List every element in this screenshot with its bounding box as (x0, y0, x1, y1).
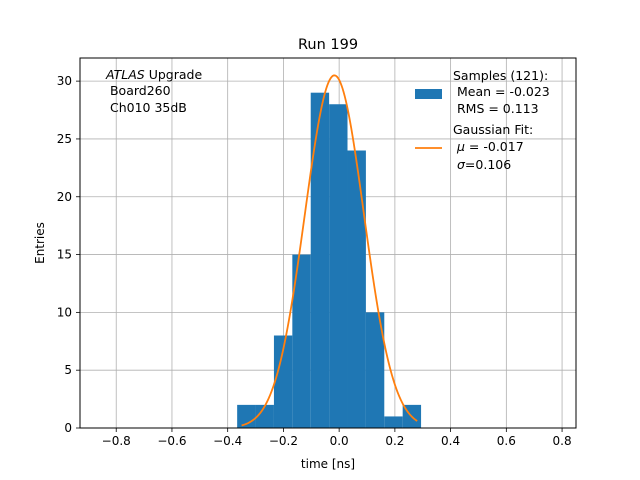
histogram-bar (384, 416, 403, 428)
plot-frame (79, 57, 577, 429)
annotation-board: Board260 (106, 83, 171, 98)
legend-samples-title: Samples (121): (453, 68, 548, 83)
legend: Samples (121): Mean = -0.023 RMS = 0.113… (415, 68, 550, 172)
atlas-annotation: ATLAS Upgrade Board260 Ch010 35dB (105, 67, 202, 115)
fit-curve-layer (241, 74, 418, 427)
histogram-bar (310, 92, 330, 428)
y-tick-label: 10 (57, 305, 72, 319)
x-axis: −0.8 −0.6 −0.4 −0.2 0.0 0.2 0.4 0.6 0.8 (102, 428, 572, 448)
y-tick-label: 20 (57, 190, 72, 204)
annotation-atlas: ATLAS (105, 67, 145, 82)
x-tick-label: −0.4 (213, 434, 242, 448)
x-tick-label: 0.4 (441, 434, 460, 448)
annotation-line-1: ATLAS Upgrade (105, 67, 202, 82)
x-tick-label: 0.6 (497, 434, 516, 448)
histogram-bar (329, 104, 348, 428)
y-axis-label: Entries (33, 222, 47, 264)
legend-fit-title: Gaussian Fit: (453, 122, 533, 137)
chart-title: Run 199 (298, 37, 358, 53)
histogram-bar (365, 312, 385, 428)
histogram-bar (255, 404, 274, 428)
legend-sigma-value: =0.106 (465, 157, 511, 172)
y-tick-label: 0 (64, 421, 72, 435)
annotation-channel: Ch010 35dB (106, 100, 187, 115)
legend-samples-mean: Mean = -0.023 (453, 84, 550, 99)
histogram-bars (237, 92, 422, 428)
gaussian-fit-curve (241, 74, 418, 427)
legend-sigma-symbol: σ (457, 157, 466, 172)
histogram-bar (273, 335, 293, 428)
x-tick-label: −0.8 (102, 434, 131, 448)
legend-samples-swatch (415, 89, 442, 99)
x-tick-label: 0.0 (330, 434, 349, 448)
legend-fit-mu: μ = -0.017 (453, 139, 524, 154)
x-tick-label: −0.6 (157, 434, 186, 448)
x-tick-label: 0.2 (385, 434, 404, 448)
y-axis: 0 5 10 15 20 25 30 (57, 74, 80, 435)
legend-fit-sigma: σ=0.106 (453, 157, 511, 172)
legend-samples-rms: RMS = 0.113 (453, 101, 539, 116)
histogram-bar (347, 150, 366, 428)
y-tick-label: 15 (57, 248, 72, 262)
legend-mu-symbol: μ (456, 139, 465, 154)
histogram-bar (292, 254, 311, 428)
legend-mu-value: = -0.017 (465, 139, 524, 154)
y-tick-label: 30 (57, 74, 72, 88)
x-tick-label: −0.2 (269, 434, 298, 448)
y-tick-label: 5 (64, 363, 72, 377)
x-axis-label: time [ns] (301, 457, 355, 471)
y-tick-label: 25 (57, 132, 72, 146)
annotation-upgrade: Upgrade (145, 67, 203, 82)
x-tick-label: 0.8 (553, 434, 572, 448)
